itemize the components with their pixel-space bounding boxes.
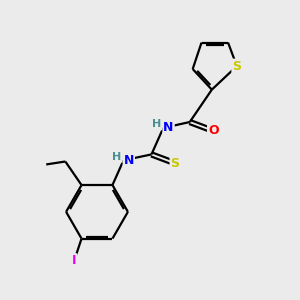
Text: S: S: [170, 157, 179, 170]
Text: H: H: [152, 119, 161, 129]
Text: S: S: [232, 60, 242, 73]
Text: I: I: [72, 254, 76, 267]
Text: N: N: [124, 154, 134, 167]
Text: N: N: [164, 122, 174, 134]
Text: O: O: [208, 124, 219, 137]
Text: H: H: [112, 152, 122, 162]
